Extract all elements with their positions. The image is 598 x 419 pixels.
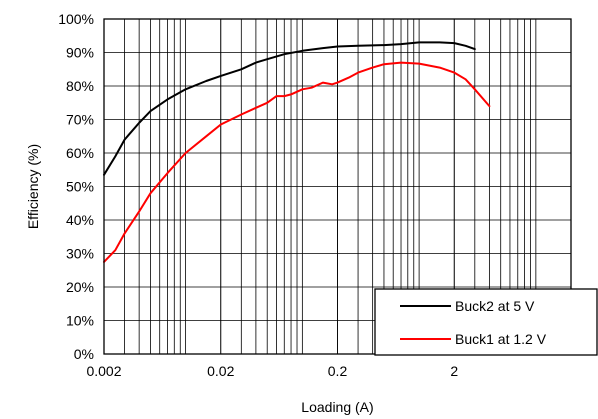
legend-box bbox=[374, 288, 598, 356]
legend-label-buck2: Buck2 at 5 V bbox=[455, 298, 535, 314]
x-tick-label: 0.002 bbox=[86, 363, 121, 379]
y-tick-label: 30% bbox=[66, 246, 94, 262]
y-tick-label: 40% bbox=[66, 212, 94, 228]
y-tick-label: 20% bbox=[66, 279, 94, 295]
x-axis-tick-labels: 0.002 0.02 0.2 2 bbox=[86, 363, 458, 379]
plot-area-border bbox=[103, 18, 572, 355]
y-tick-label: 10% bbox=[66, 313, 94, 329]
y-tick-label: 80% bbox=[66, 78, 94, 94]
series-line-1 bbox=[103, 61, 491, 263]
x-tick-label: 0.2 bbox=[328, 363, 348, 379]
legend-label-buck1: Buck1 at 1.2 V bbox=[455, 331, 547, 347]
x-tick-label: 2 bbox=[450, 363, 458, 379]
series-layer bbox=[103, 41, 491, 263]
series-line-0 bbox=[103, 41, 476, 176]
y-tick-label: 50% bbox=[66, 179, 94, 195]
y-tick-label: 0% bbox=[74, 346, 94, 362]
y-tick-label: 90% bbox=[66, 45, 94, 61]
y-tick-label: 100% bbox=[58, 11, 94, 27]
y-tick-label: 70% bbox=[66, 112, 94, 128]
y-axis-tick-labels: 0% 10% 20% 30% 40% 50% 60% 70% 80% 90% 100% bbox=[58, 11, 94, 362]
legend: Buck2 at 5 V Buck1 at 1.2 V bbox=[374, 288, 598, 356]
y-axis-label: Efficiency (%) bbox=[25, 144, 41, 229]
x-axis-label: Loading (A) bbox=[301, 399, 373, 415]
x-tick-label: 0.02 bbox=[207, 363, 234, 379]
y-tick-label: 60% bbox=[66, 145, 94, 161]
